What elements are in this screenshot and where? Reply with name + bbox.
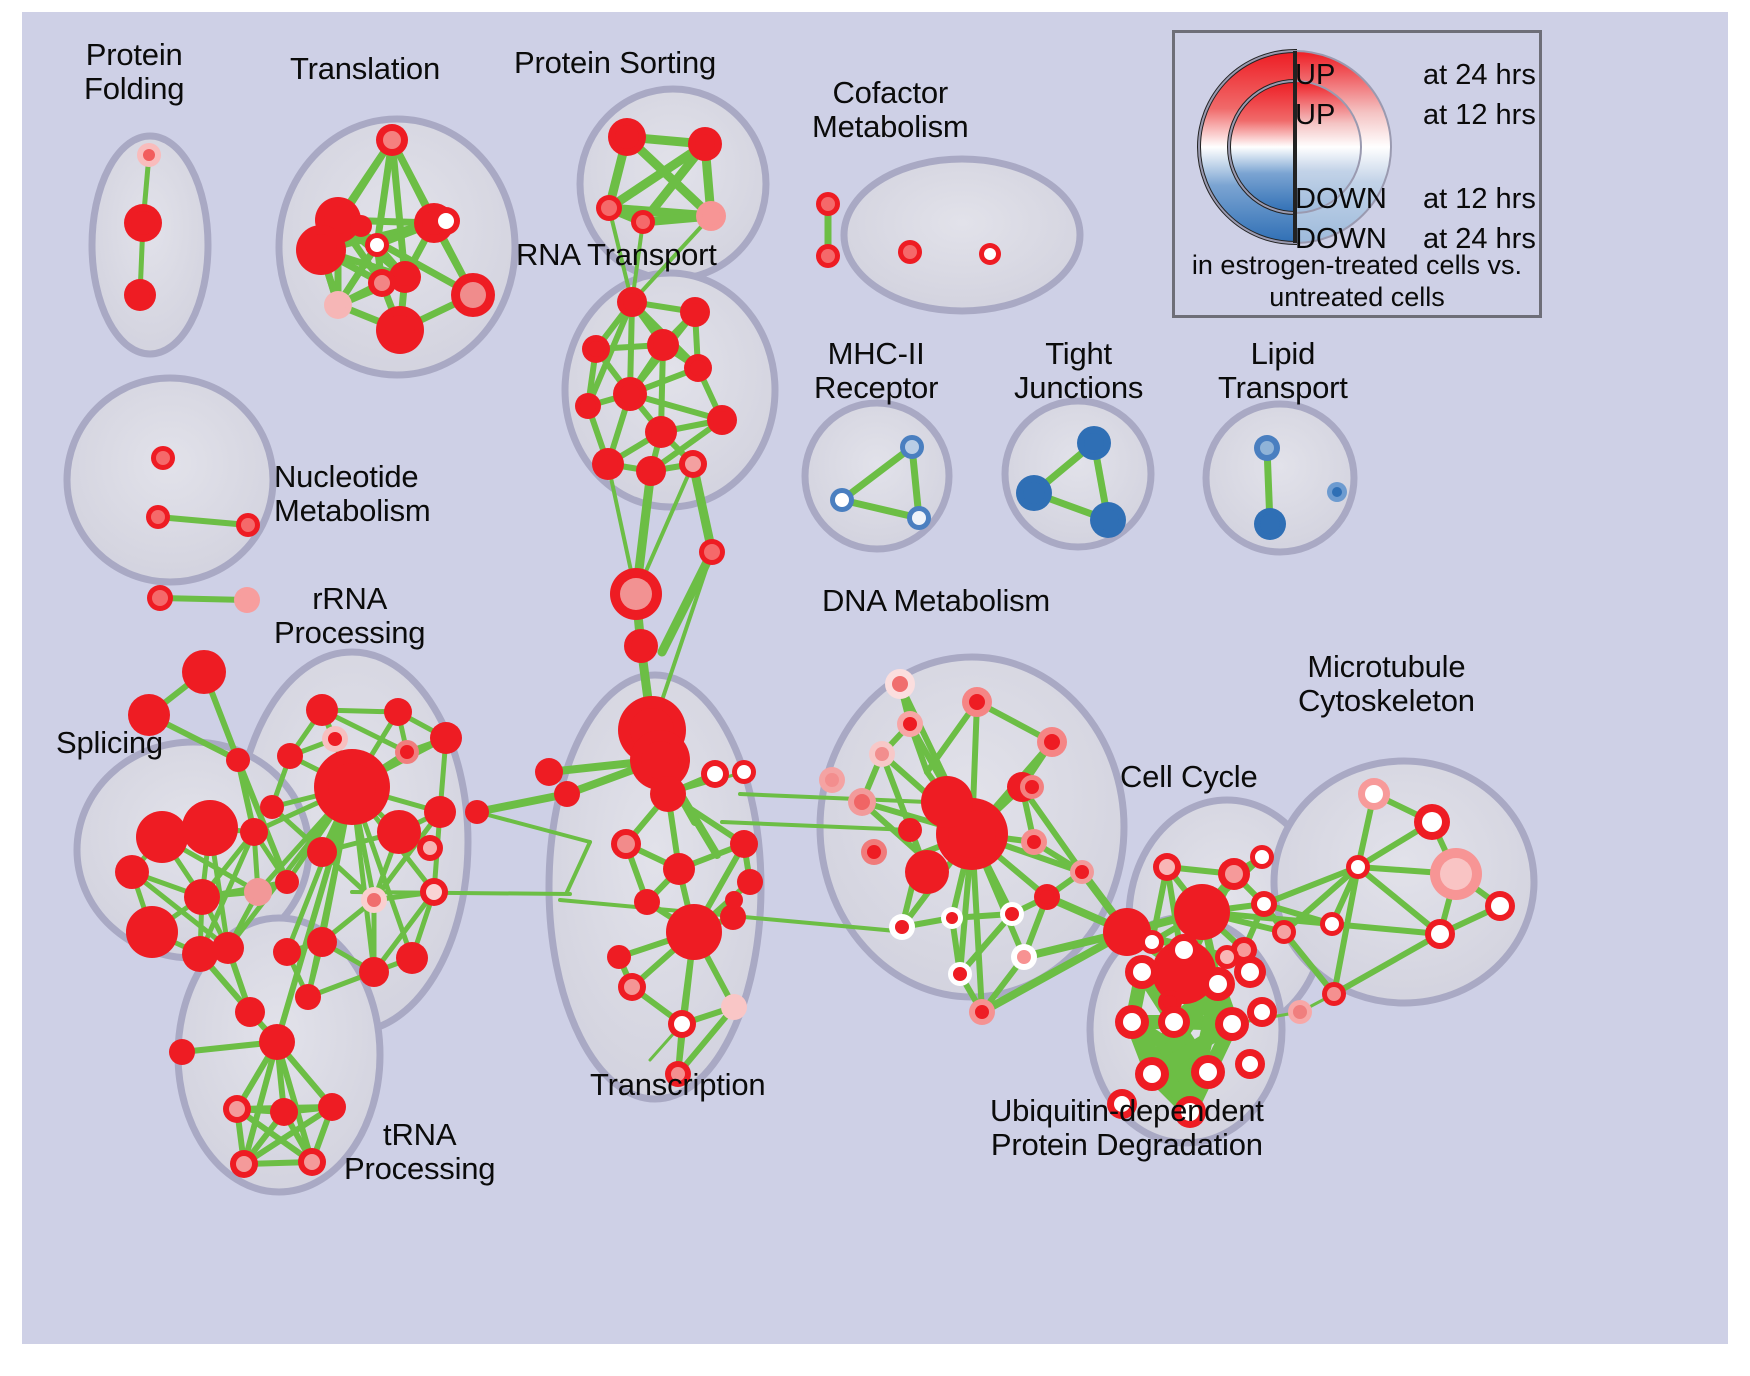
cluster-label-nucleotide: Nucleotide Metabolism: [274, 459, 431, 528]
legend-rows: UP at 24 hrs UP at 12 hrs DOWN at 12 hrs DO…: [1295, 55, 1536, 259]
legend-time: at 24 hrs: [1423, 222, 1536, 255]
cluster-label-transcription: Transcription: [590, 1067, 766, 1102]
cluster-label-rrna: rRNA Processing: [274, 581, 426, 650]
legend-footer: in estrogen-treated cells vs. untreated …: [1191, 250, 1523, 312]
node: [1107, 934, 1277, 1128]
node: [260, 694, 489, 1010]
cluster-label-cofactor: Cofactor Metabolism: [812, 75, 969, 144]
legend-disc: [1197, 48, 1392, 246]
legend-time: at 12 hrs: [1423, 98, 1536, 131]
cluster-label-microtubule: Microtubule Cytoskeleton: [1298, 649, 1475, 718]
blob-protein-folding: [88, 132, 212, 358]
cluster-label-rna-transport: RNA Transport: [516, 237, 717, 272]
legend-row: UP at 24 hrs: [1295, 55, 1536, 95]
legend-row: DOWN at 12 hrs: [1295, 179, 1536, 219]
node: [830, 435, 931, 530]
network-canvas: Protein Folding Translation Protein Sort…: [22, 12, 1728, 1344]
blob-nucleotide: [63, 374, 277, 586]
cluster-label-protein-sorting: Protein Sorting: [514, 45, 717, 80]
node: [296, 124, 495, 354]
node: [819, 669, 1151, 1025]
cluster-label-cell-cycle: Cell Cycle: [1120, 759, 1258, 794]
node: [1254, 435, 1347, 540]
node: [115, 650, 299, 1065]
node: [1016, 426, 1126, 538]
cluster-label-dna-metabolism: DNA Metabolism: [822, 583, 1051, 618]
node: [124, 143, 162, 311]
legend-time: at 24 hrs: [1423, 58, 1536, 91]
blob-microtubule: [1270, 757, 1538, 1007]
legend-label: UP: [1295, 98, 1336, 131]
cluster-label-translation: Translation: [290, 51, 440, 86]
legend-label: UP: [1295, 58, 1336, 91]
blob-tight: [1001, 397, 1155, 551]
legend-label: DOWN: [1295, 222, 1387, 255]
blob-lipid: [1202, 400, 1358, 556]
cluster-label-splicing: Splicing: [56, 725, 163, 760]
cluster-label-ubiquitin: Ubiquitin-dependent Protein Degradation: [990, 1093, 1264, 1162]
blob-cofactor: [840, 155, 1084, 315]
legend-row: DOWN at 24 hrs: [1295, 219, 1536, 259]
node: [607, 760, 763, 1087]
cluster-label-tight-junctions: Tight Junctions: [1014, 336, 1144, 405]
network-graph: [63, 85, 1538, 1196]
node: [146, 446, 260, 613]
node: [1320, 778, 1515, 1006]
cluster-label-mhc: MHC-II Receptor: [814, 336, 939, 405]
node: [816, 192, 1001, 268]
legend-box: UP at 24 hrs UP at 12 hrs DOWN at 12 hrs DO…: [1172, 30, 1542, 318]
cluster-label-lipid-transport: Lipid Transport: [1218, 336, 1348, 405]
cluster-label-protein-folding: Protein Folding: [84, 37, 185, 106]
node: [223, 1024, 346, 1178]
network-nodes: [115, 118, 1515, 1178]
node: [535, 287, 737, 807]
cluster-label-trna: tRNA Processing: [344, 1117, 496, 1186]
legend-label: DOWN: [1295, 182, 1387, 215]
node: [596, 118, 726, 234]
legend-time: at 12 hrs: [1423, 182, 1536, 215]
legend-row: UP at 12 hrs: [1295, 95, 1536, 135]
